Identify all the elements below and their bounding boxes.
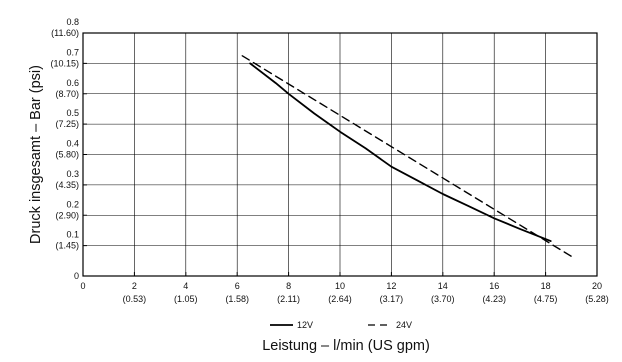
y-tick-label: 0.7 bbox=[66, 47, 79, 57]
grid bbox=[83, 33, 597, 276]
x-tick-label: 20 bbox=[592, 281, 602, 291]
y-tick-label: 0.6 bbox=[66, 78, 79, 88]
x-tick-sublabel: (4.23) bbox=[482, 294, 506, 304]
x-tick-sublabel: (3.70) bbox=[431, 294, 455, 304]
y-tick-label: 0 bbox=[74, 271, 79, 281]
y-tick-label: 0.8 bbox=[66, 17, 79, 27]
y-tick-sublabel: (4.35) bbox=[55, 180, 79, 190]
x-tick-label: 14 bbox=[438, 281, 448, 291]
x-tick-sublabel: (1.58) bbox=[225, 294, 249, 304]
x-tick-sublabel: (0.53) bbox=[123, 294, 147, 304]
x-tick-sublabel: (2.11) bbox=[277, 294, 300, 304]
x-tick-sublabel: (4.75) bbox=[534, 294, 558, 304]
x-axis-label: Leistung – l/min (US gpm) bbox=[262, 338, 430, 354]
x-tick-label: 6 bbox=[235, 281, 240, 291]
x-tick-label: 8 bbox=[286, 281, 291, 291]
y-tick-label: 0.2 bbox=[66, 199, 79, 209]
y-axis-ticks: 0 0.1(1.45) 0.2(2.90) 0.3(4.35) 0.4(5.80) 0.5… bbox=[50, 17, 87, 281]
x-tick-label: 4 bbox=[183, 281, 188, 291]
x-tick-label: 16 bbox=[489, 281, 499, 291]
y-tick-sublabel: (2.90) bbox=[55, 210, 79, 220]
x-tick-label: 18 bbox=[541, 281, 551, 291]
y-tick-label: 0.4 bbox=[66, 139, 79, 149]
x-tick-sublabel: (2.64) bbox=[328, 294, 352, 304]
legend-label-12v: 12V bbox=[297, 320, 313, 330]
y-tick-label: 0.5 bbox=[66, 108, 79, 118]
x-tick-label: 10 bbox=[335, 281, 345, 291]
y-tick-sublabel: (8.70) bbox=[55, 89, 79, 99]
x-tick-sublabel: (1.05) bbox=[174, 294, 198, 304]
y-tick-sublabel: (5.80) bbox=[55, 150, 79, 160]
y-tick-sublabel: (1.45) bbox=[55, 241, 79, 251]
x-tick-label: 2 bbox=[132, 281, 137, 291]
y-tick-sublabel: (11.60) bbox=[51, 28, 79, 38]
y-axis-label: Druck insgesamt – Bar (psi) bbox=[28, 65, 44, 244]
x-tick-label: 12 bbox=[386, 281, 396, 291]
series-lines bbox=[241, 55, 572, 257]
legend: 12V 24V bbox=[270, 320, 412, 330]
y-tick-sublabel: (10.15) bbox=[50, 58, 79, 68]
x-tick-sublabel: (5.28) bbox=[585, 294, 609, 304]
x-tick-label: 0 bbox=[80, 281, 85, 291]
y-tick-label: 0.3 bbox=[66, 169, 79, 179]
series-line-12v bbox=[249, 62, 552, 243]
legend-label-24v: 24V bbox=[396, 320, 412, 330]
y-tick-sublabel: (7.25) bbox=[55, 119, 79, 129]
x-axis-ticks: 0 2 (0.53) 4 (1.05) 6 (1.58) 8 (2.11) 10 (2.64) 12 (… bbox=[80, 272, 609, 304]
y-tick-label: 0.1 bbox=[66, 230, 79, 240]
x-tick-sublabel: (3.17) bbox=[380, 294, 404, 304]
